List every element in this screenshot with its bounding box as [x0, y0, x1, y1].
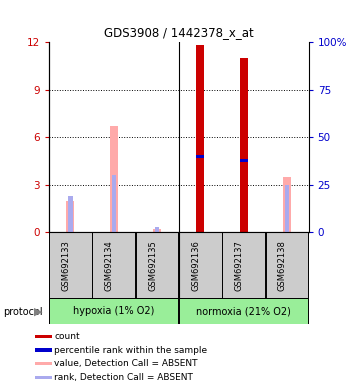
Bar — [240, 159, 248, 162]
Bar — [196, 154, 204, 158]
Text: rank, Detection Call = ABSENT: rank, Detection Call = ABSENT — [54, 373, 193, 382]
Bar — [66, 200, 74, 232]
Text: GSM692133: GSM692133 — [61, 240, 70, 291]
Text: hypoxia (1% O2): hypoxia (1% O2) — [73, 306, 155, 316]
Bar — [153, 229, 161, 232]
Text: count: count — [54, 332, 80, 341]
Bar — [49, 298, 178, 324]
Bar — [35, 376, 52, 379]
Bar — [155, 227, 159, 232]
Bar — [112, 175, 116, 232]
Text: ▶: ▶ — [34, 307, 42, 317]
Bar — [110, 126, 118, 232]
Bar — [179, 232, 222, 298]
Text: GSM692136: GSM692136 — [191, 240, 200, 291]
Bar — [285, 185, 289, 232]
Bar — [35, 335, 52, 338]
Bar — [35, 362, 52, 366]
Bar — [92, 232, 135, 298]
Bar — [68, 196, 73, 232]
Bar — [222, 232, 265, 298]
Text: GSM692135: GSM692135 — [148, 240, 157, 291]
Bar — [49, 232, 92, 298]
Bar — [266, 232, 308, 298]
Bar — [35, 348, 52, 352]
Text: percentile rank within the sample: percentile rank within the sample — [54, 346, 207, 354]
Text: GSM692134: GSM692134 — [105, 240, 114, 291]
Text: GDS3908 / 1442378_x_at: GDS3908 / 1442378_x_at — [104, 26, 253, 39]
Bar — [240, 58, 248, 232]
Bar — [196, 45, 204, 232]
Text: GSM692138: GSM692138 — [278, 240, 287, 291]
Text: normoxia (21% O2): normoxia (21% O2) — [196, 306, 291, 316]
Bar — [179, 298, 308, 324]
Bar — [283, 177, 291, 232]
Text: value, Detection Call = ABSENT: value, Detection Call = ABSENT — [54, 359, 197, 368]
Text: protocol: protocol — [4, 307, 43, 317]
Bar — [136, 232, 178, 298]
Text: GSM692137: GSM692137 — [235, 240, 244, 291]
